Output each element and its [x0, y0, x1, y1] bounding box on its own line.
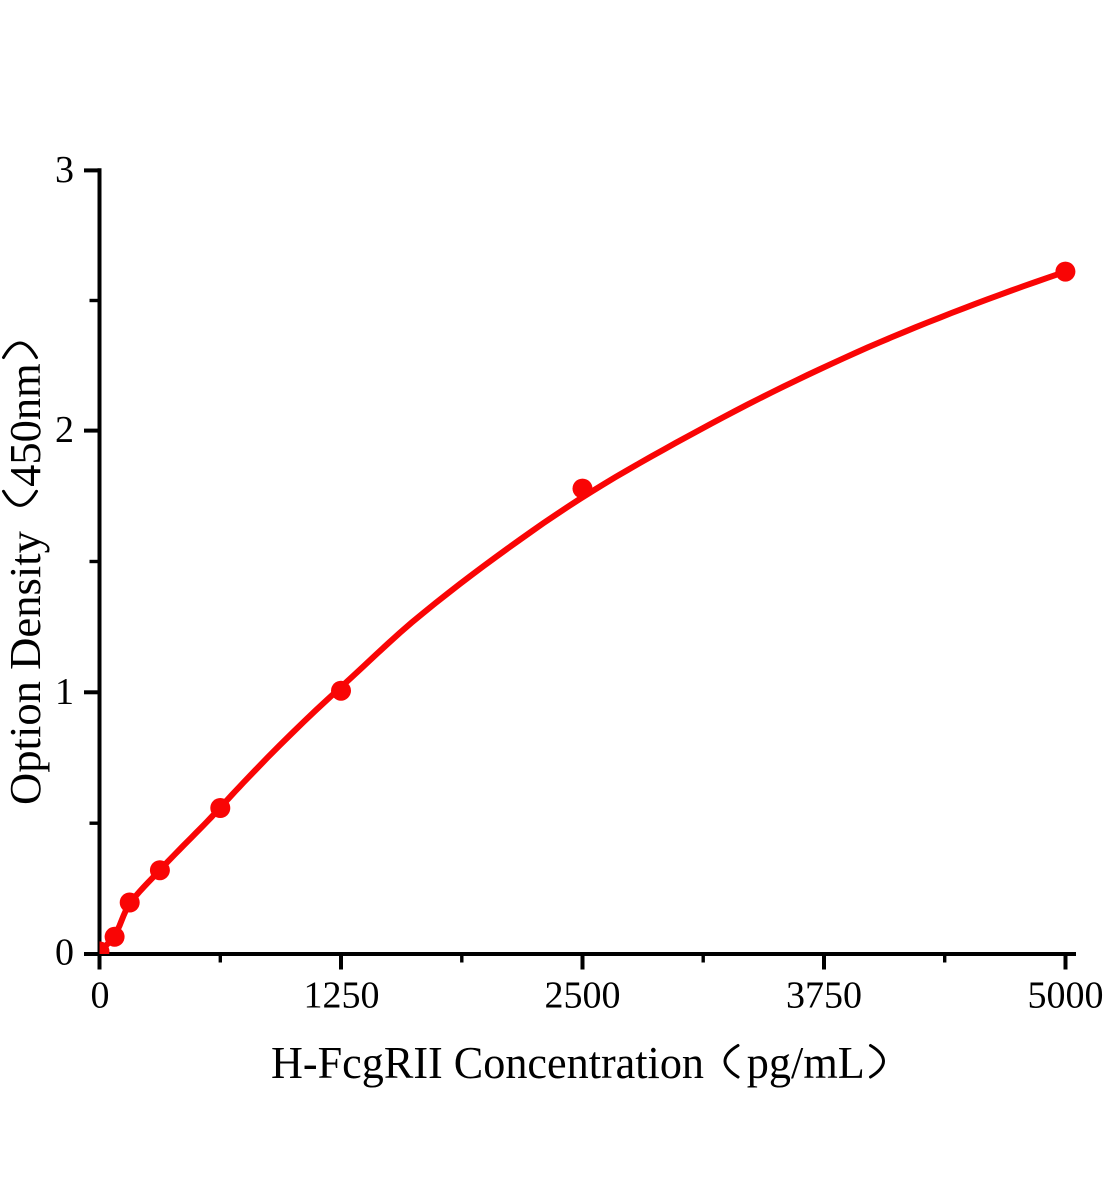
svg-text:3: 3 [55, 149, 74, 191]
svg-text:0: 0 [91, 975, 110, 1017]
svg-text:1250: 1250 [304, 975, 380, 1017]
svg-text:5000: 5000 [1028, 975, 1104, 1017]
svg-text:450nm: 450nm [1, 363, 50, 487]
svg-text:2500: 2500 [545, 975, 621, 1017]
svg-text:pg/mL: pg/mL [747, 1037, 865, 1088]
svg-text:3750: 3750 [786, 975, 862, 1017]
svg-text:Option Density: Option Density [0, 530, 50, 805]
svg-text:1: 1 [55, 671, 74, 713]
svg-text:0: 0 [55, 932, 74, 974]
svg-text:H-FcgRII Concentration: H-FcgRII Concentration [271, 1037, 704, 1088]
svg-text:2: 2 [55, 409, 74, 451]
